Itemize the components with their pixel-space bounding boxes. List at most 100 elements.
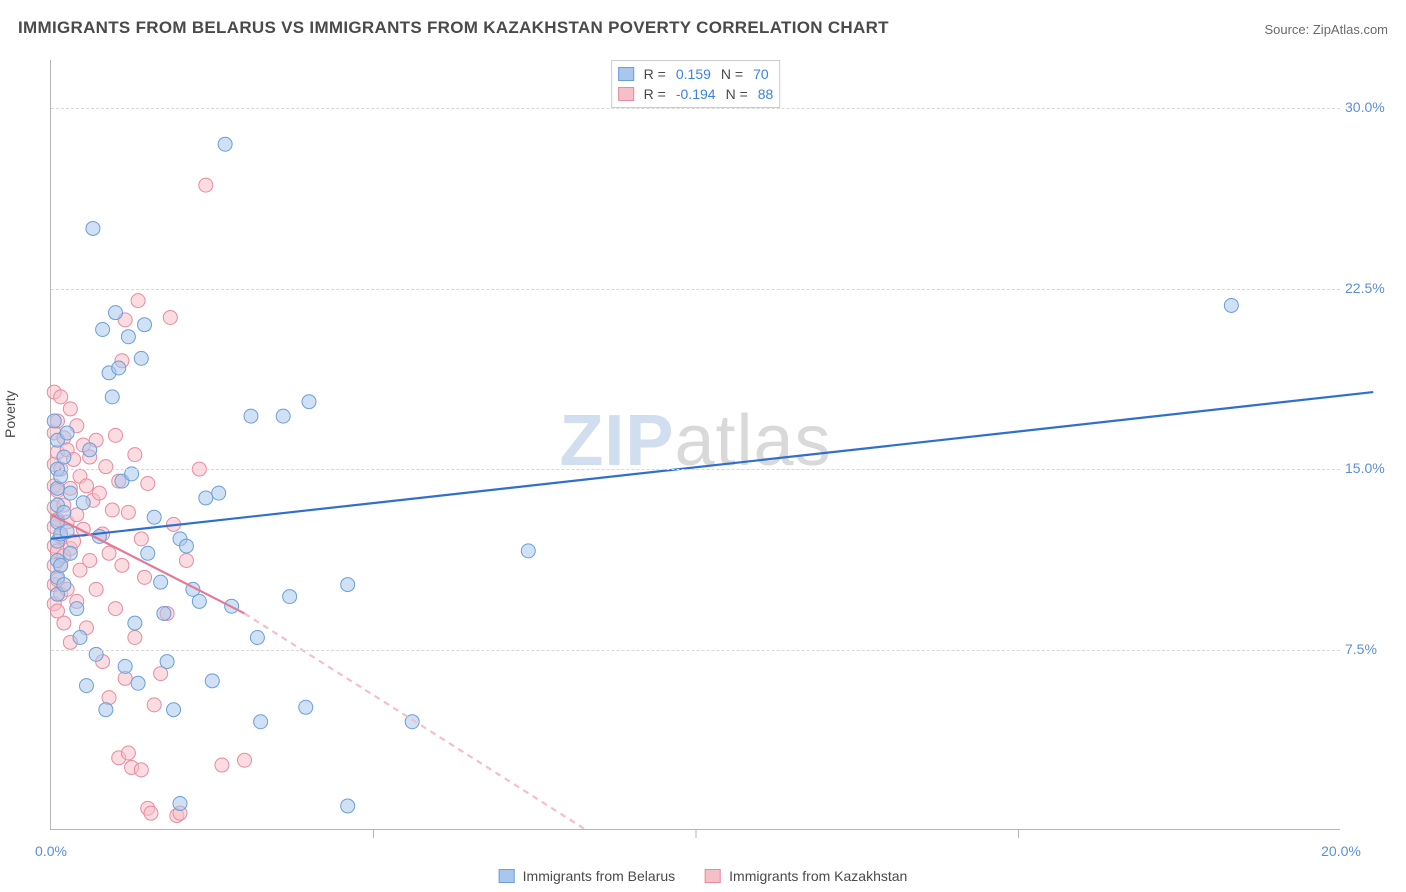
data-point — [160, 655, 174, 669]
data-point — [138, 570, 152, 584]
data-point — [79, 679, 93, 693]
r-label-2: R = — [644, 84, 666, 104]
data-point — [192, 594, 206, 608]
data-point — [341, 799, 355, 813]
data-point — [254, 715, 268, 729]
legend-label-1: Immigrants from Belarus — [523, 868, 675, 884]
data-point — [147, 698, 161, 712]
data-point — [54, 469, 68, 483]
r-value-2: -0.194 — [676, 84, 716, 104]
r-value-1: 0.159 — [676, 64, 711, 84]
data-point — [112, 361, 126, 375]
xtick-label: 20.0% — [1321, 843, 1361, 859]
data-point — [57, 505, 71, 519]
data-point — [134, 351, 148, 365]
data-point — [96, 323, 110, 337]
data-point — [179, 554, 193, 568]
swatch-blue-icon — [499, 869, 515, 883]
swatch-pink-icon — [705, 869, 721, 883]
data-point — [205, 674, 219, 688]
swatch-blue-icon — [618, 67, 634, 81]
data-point — [283, 590, 297, 604]
data-point — [128, 631, 142, 645]
data-point — [147, 510, 161, 524]
ytick-label: 7.5% — [1345, 641, 1395, 657]
xtick-label: 0.0% — [35, 843, 67, 859]
data-point — [105, 503, 119, 517]
data-point — [76, 496, 90, 510]
data-point — [141, 546, 155, 560]
data-point — [299, 700, 313, 714]
gridline — [51, 650, 1340, 651]
trend-line — [245, 613, 587, 830]
data-point — [102, 546, 116, 560]
source-label: Source: ZipAtlas.com — [1264, 22, 1388, 37]
data-point — [121, 746, 135, 760]
gridline — [51, 469, 1340, 470]
data-point — [521, 544, 535, 558]
ytick-label: 30.0% — [1345, 99, 1395, 115]
data-point — [131, 294, 145, 308]
n-value-2: 88 — [758, 84, 774, 104]
data-point — [131, 676, 145, 690]
data-point — [73, 631, 87, 645]
bottom-legend: Immigrants from Belarus Immigrants from … — [493, 866, 914, 886]
n-label-1: N = — [721, 64, 743, 84]
data-point — [173, 797, 187, 811]
data-point — [250, 631, 264, 645]
n-label-2: N = — [726, 84, 748, 104]
swatch-pink-icon — [618, 87, 634, 101]
data-point — [179, 539, 193, 553]
data-point — [105, 390, 119, 404]
chart-svg — [51, 60, 1340, 829]
data-point — [86, 221, 100, 235]
data-point — [63, 402, 77, 416]
data-point — [154, 575, 168, 589]
chart-title: IMMIGRANTS FROM BELARUS VS IMMIGRANTS FR… — [18, 18, 889, 38]
data-point — [215, 758, 229, 772]
data-point — [99, 460, 113, 474]
data-point — [341, 578, 355, 592]
data-point — [244, 409, 258, 423]
ytick-label: 22.5% — [1345, 280, 1395, 296]
data-point — [60, 426, 74, 440]
n-value-1: 70 — [753, 64, 769, 84]
data-point — [134, 763, 148, 777]
data-point — [218, 137, 232, 151]
gridline — [51, 289, 1340, 290]
data-point — [70, 602, 84, 616]
plot-area: ZIPatlas R = 0.159 N = 70 R = -0.194 N =… — [50, 60, 1340, 830]
stats-row-2: R = -0.194 N = 88 — [618, 84, 774, 104]
data-point — [212, 486, 226, 500]
data-point — [47, 414, 61, 428]
data-point — [79, 479, 93, 493]
data-point — [83, 554, 97, 568]
data-point — [57, 616, 71, 630]
data-point — [134, 532, 148, 546]
data-point — [144, 806, 158, 820]
stats-row-1: R = 0.159 N = 70 — [618, 64, 774, 84]
data-point — [167, 703, 181, 717]
data-point — [141, 477, 155, 491]
data-point — [63, 486, 77, 500]
data-point — [54, 390, 68, 404]
data-point — [199, 178, 213, 192]
data-point — [199, 491, 213, 505]
data-point — [163, 310, 177, 324]
stats-legend: R = 0.159 N = 70 R = -0.194 N = 88 — [611, 60, 781, 108]
data-point — [128, 616, 142, 630]
data-point — [121, 330, 135, 344]
gridline — [51, 108, 1340, 109]
legend-item-1: Immigrants from Belarus — [499, 868, 675, 884]
data-point — [92, 486, 106, 500]
data-point — [238, 753, 252, 767]
data-point — [128, 448, 142, 462]
data-point — [121, 505, 135, 519]
data-point — [302, 395, 316, 409]
data-point — [99, 703, 113, 717]
data-point — [109, 428, 123, 442]
data-point — [57, 450, 71, 464]
data-point — [118, 659, 132, 673]
data-point — [57, 578, 71, 592]
data-point — [109, 306, 123, 320]
